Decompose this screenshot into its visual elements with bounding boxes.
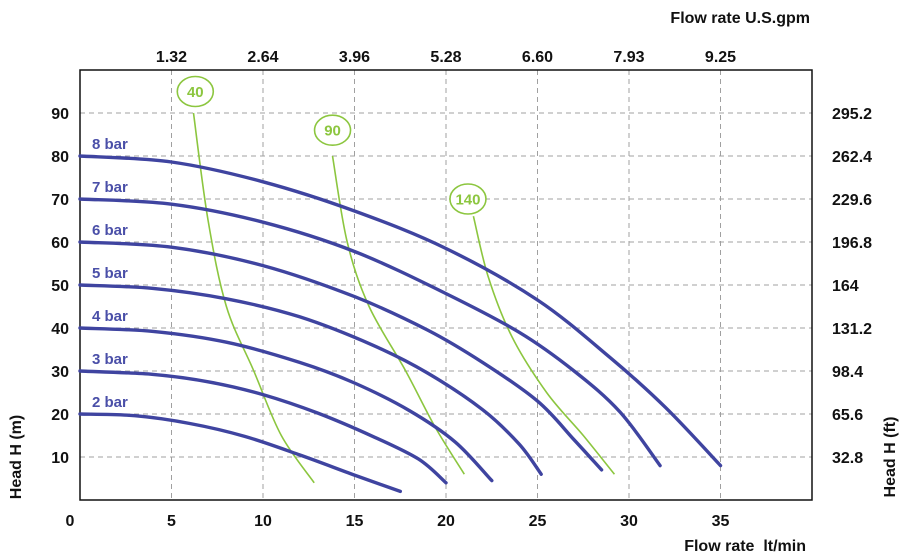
y-tick-label: 20 — [51, 407, 69, 424]
right-tick-label: 196.8 — [832, 235, 872, 252]
pressure-curve-5-bar — [78, 283, 543, 476]
pressure-curve-2-bar — [78, 412, 402, 494]
y-tick-label: 90 — [51, 106, 69, 123]
top-tick-label: 3.96 — [339, 49, 370, 66]
y-tick-label: 30 — [51, 364, 69, 381]
grid — [80, 70, 812, 500]
right-tick-label: 262.4 — [832, 149, 872, 166]
pressure-curve-4-bar — [78, 326, 494, 483]
x-tick-label: 25 — [529, 513, 547, 530]
consumption-label: 40 — [187, 84, 204, 101]
axis-ticks: 0 5 10 15 20 25 30 35 1.32 2.64 3.96 5.28 6.60 7.93 9.… — [51, 49, 872, 530]
pressure-label: 8 bar — [92, 136, 128, 153]
right-tick-label: 164 — [832, 278, 859, 295]
top-tick-label: 2.64 — [247, 49, 278, 66]
y-tick-label: 10 — [51, 450, 69, 467]
y-tick-label: 80 — [51, 149, 69, 166]
left-axis-title: Head H (m) — [8, 415, 25, 499]
consumption-bubble — [449, 183, 487, 215]
consumption-label: 90 — [324, 123, 341, 140]
consumption-label: 140 — [455, 192, 480, 209]
right-tick-label: 229.6 — [832, 192, 872, 209]
pressure-label: 3 bar — [92, 351, 128, 368]
bottom-axis-title: Flow rate lt/min — [684, 538, 806, 555]
x-tick-label: 20 — [437, 513, 455, 530]
right-tick-label: 98.4 — [832, 364, 863, 381]
top-tick-label: 5.28 — [430, 49, 461, 66]
pressure-label: 2 bar — [92, 394, 128, 411]
curve-labels: 40 90 140 2 bar 3 bar 4 bar 5 bar 6 bar 7 bar 8 b… — [92, 75, 487, 411]
air-consumption-curves — [192, 112, 616, 484]
top-axis-title: Flow rate U.S.gpm — [670, 10, 810, 27]
pressure-curves — [78, 154, 723, 494]
top-tick-label: 6.60 — [522, 49, 553, 66]
pressure-label: 4 bar — [92, 308, 128, 325]
pressure-label: 5 bar — [92, 265, 128, 282]
pressure-curve-8-bar — [78, 154, 723, 468]
pressure-label: 7 bar — [92, 179, 128, 196]
consumption-curve-140 — [472, 216, 616, 475]
right-axis-title: Head H (ft) — [882, 417, 899, 498]
consumption-curve-40 — [192, 112, 315, 484]
right-tick-label: 65.6 — [832, 407, 863, 424]
pressure-curve-7-bar — [78, 197, 662, 468]
right-tick-label: 295.2 — [832, 106, 872, 123]
y-tick-label: 50 — [51, 278, 69, 295]
consumption-bubble — [176, 75, 215, 108]
x-tick-label: 15 — [346, 513, 364, 530]
y-tick-label: 60 — [51, 235, 69, 252]
y-tick-label: 70 — [51, 192, 69, 209]
top-tick-label: 7.93 — [613, 49, 644, 66]
right-tick-label: 32.8 — [832, 450, 863, 467]
x-tick-label: 30 — [620, 513, 638, 530]
top-tick-label: 1.32 — [156, 49, 187, 66]
x-tick-label: 35 — [712, 513, 730, 530]
pressure-curve-3-bar — [78, 369, 448, 485]
pressure-label: 6 bar — [92, 222, 128, 239]
top-tick-label: 9.25 — [705, 49, 736, 66]
consumption-bubble — [313, 114, 352, 146]
right-tick-label: 131.2 — [832, 321, 872, 338]
x-tick-label: 0 — [66, 513, 75, 530]
pressure-curve-6-bar — [78, 240, 604, 472]
x-tick-label: 5 — [167, 513, 176, 530]
y-tick-label: 40 — [51, 321, 69, 338]
x-tick-label: 10 — [254, 513, 272, 530]
